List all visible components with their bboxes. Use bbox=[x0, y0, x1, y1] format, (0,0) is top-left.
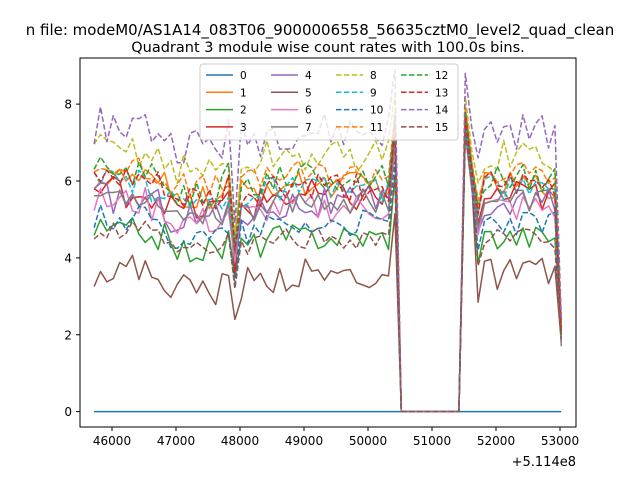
x-tick-label: 46000 bbox=[93, 434, 131, 448]
y-tick-label: 0 bbox=[64, 405, 72, 419]
legend-label: 8 bbox=[370, 70, 377, 82]
legend-label: 5 bbox=[305, 87, 312, 99]
series-line-13 bbox=[93, 114, 563, 413]
x-tick-label: 49000 bbox=[285, 434, 323, 448]
legend-label: 13 bbox=[435, 87, 448, 99]
x-tick-label: 52000 bbox=[477, 434, 515, 448]
chart-title: Quadrant 3 module wise count rates with … bbox=[131, 40, 525, 56]
x-tick-label: 50000 bbox=[349, 434, 387, 448]
series-line-8 bbox=[93, 93, 563, 413]
series-line-11 bbox=[93, 107, 563, 413]
legend-label: 6 bbox=[305, 105, 312, 117]
axes-frame bbox=[79, 57, 577, 428]
series-line-15 bbox=[93, 130, 563, 413]
legend-label: 9 bbox=[370, 87, 377, 99]
series-line-12 bbox=[93, 111, 563, 413]
x-offset-label: +5.114e8 bbox=[512, 455, 576, 470]
series-line-7 bbox=[94, 130, 563, 413]
x-tick-label: 47000 bbox=[157, 434, 195, 448]
series-line-2 bbox=[93, 122, 563, 413]
x-tick-label: 48000 bbox=[221, 434, 259, 448]
legend-label: 10 bbox=[370, 105, 383, 117]
y-tick-label: 4 bbox=[64, 251, 72, 265]
legend-label: 0 bbox=[240, 70, 247, 82]
x-tick-label: 53000 bbox=[541, 434, 579, 448]
legend-label: 1 bbox=[240, 87, 247, 99]
legend-label: 7 bbox=[305, 122, 312, 134]
legend-box bbox=[199, 63, 459, 141]
series-line-5 bbox=[93, 126, 563, 413]
legend-label: 4 bbox=[305, 70, 312, 82]
legend-label: 11 bbox=[370, 122, 383, 134]
legend-label: 3 bbox=[240, 122, 247, 134]
y-tick-label: 2 bbox=[64, 328, 72, 342]
legend-label: 2 bbox=[240, 105, 247, 117]
legend-label: 14 bbox=[435, 105, 449, 117]
y-tick-label: 8 bbox=[64, 98, 72, 112]
x-tick-label: 51000 bbox=[413, 434, 451, 448]
x-axis: 46000 47000 48000 49000 50000 51000 52000 53000 bbox=[93, 427, 579, 448]
series-line-4 bbox=[93, 126, 563, 413]
y-tick-label: 6 bbox=[64, 175, 72, 189]
legend-label: 12 bbox=[435, 70, 448, 82]
y-axis: 0 2 4 6 8 bbox=[64, 98, 80, 419]
legend-label: 15 bbox=[435, 122, 448, 134]
series-line-9 bbox=[93, 118, 563, 413]
series-line-10 bbox=[93, 126, 563, 413]
figure-suptitle: n file: modeM0/AS1A14_083T06_9000006558_… bbox=[26, 21, 615, 40]
